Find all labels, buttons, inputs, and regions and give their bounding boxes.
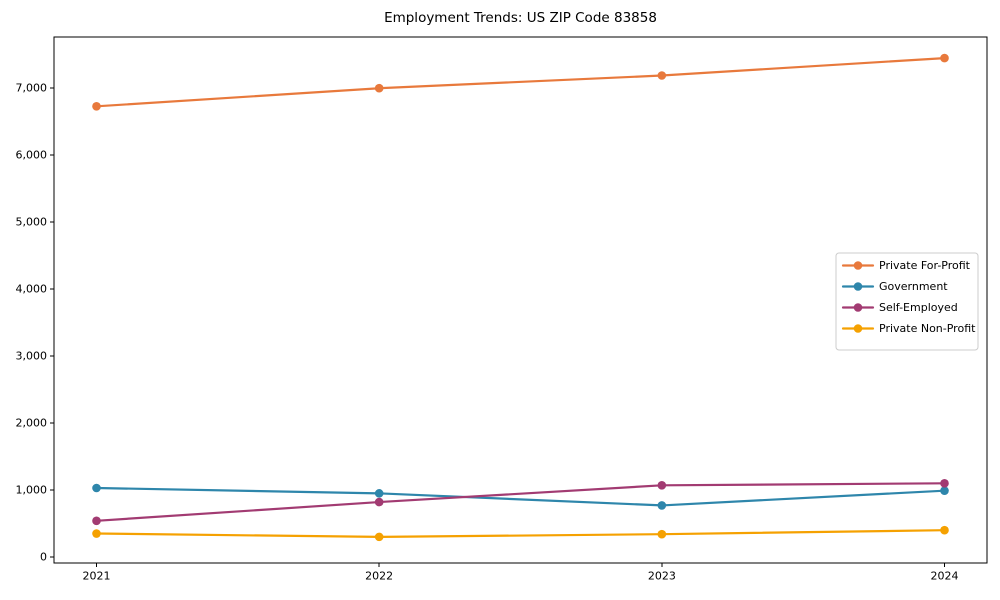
legend-label-self-employed: Self-Employed bbox=[879, 301, 958, 314]
series-marker-private-for-profit bbox=[92, 102, 101, 111]
legend-box bbox=[835, 252, 979, 351]
series-marker-government bbox=[92, 483, 101, 493]
series-line-government bbox=[95, 486, 946, 507]
legend-swatch-marker-government bbox=[853, 282, 863, 291]
y-tick-label: 2,000 bbox=[16, 417, 48, 430]
y-tick-label: 6,000 bbox=[16, 149, 48, 162]
legend-label-private-non-profit: Private Non-Profit bbox=[879, 322, 976, 335]
x-tick-label: 2023 bbox=[648, 570, 676, 583]
y-tick-label: 5,000 bbox=[16, 216, 48, 229]
series-line-private-non-profit bbox=[95, 529, 946, 538]
series-line-private-for-profit bbox=[95, 56, 946, 108]
series-marker-private-non-profit bbox=[657, 529, 667, 539]
series-marker-government bbox=[374, 489, 384, 498]
series-marker-private-non-profit bbox=[374, 532, 384, 542]
series-marker-private-non-profit bbox=[92, 529, 101, 538]
series-marker-private-non-profit bbox=[940, 525, 949, 535]
plot-frame bbox=[53, 36, 988, 564]
x-tick-label: 2024 bbox=[931, 570, 959, 583]
x-tick-label: 2022 bbox=[365, 570, 393, 583]
legend-label-government: Government bbox=[879, 280, 948, 293]
y-tick-label: 1,000 bbox=[16, 484, 48, 497]
y-tick-label: 3,000 bbox=[16, 350, 48, 363]
legend-swatch-marker-private-for-profit bbox=[853, 261, 863, 270]
series-marker-government bbox=[657, 501, 667, 510]
y-tick-label: 0 bbox=[40, 550, 47, 563]
legend-label-private-for-profit: Private For-Profit bbox=[879, 259, 971, 272]
y-tick-label: 4,000 bbox=[16, 283, 48, 296]
series-marker-private-for-profit bbox=[374, 83, 384, 93]
x-tick-label: 2021 bbox=[83, 570, 111, 583]
series-marker-private-for-profit bbox=[657, 71, 667, 80]
legend-swatch-marker-self-employed bbox=[853, 303, 863, 312]
y-tick-label: 7,000 bbox=[16, 82, 48, 95]
series-line-self-employed bbox=[95, 482, 946, 522]
series-marker-government bbox=[940, 486, 949, 495]
series-marker-self-employed bbox=[92, 516, 101, 526]
series-marker-self-employed bbox=[374, 497, 384, 507]
legend-swatch-marker-private-non-profit bbox=[853, 324, 863, 333]
series-marker-self-employed bbox=[940, 479, 949, 488]
series-marker-self-employed bbox=[657, 481, 667, 490]
series-marker-private-for-profit bbox=[940, 53, 949, 63]
